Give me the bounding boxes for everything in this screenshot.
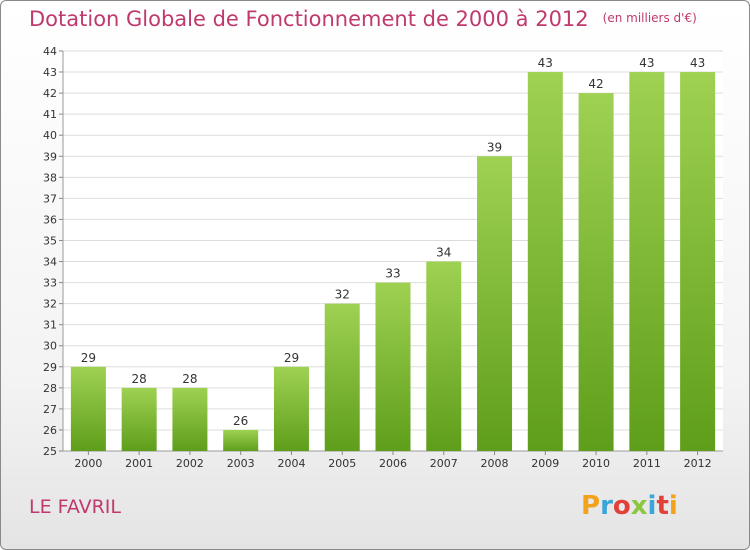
y-tick-label: 35: [43, 234, 57, 247]
logo-letter: i: [647, 491, 657, 521]
data-label-2003: 26: [233, 414, 248, 428]
y-tick-label: 28: [43, 382, 57, 395]
y-tick-label: 29: [43, 361, 57, 374]
data-label-2008: 39: [487, 140, 502, 154]
data-label-2002: 28: [182, 372, 197, 386]
data-label-2005: 32: [335, 288, 350, 302]
bar-2002: [172, 387, 208, 451]
y-tick-label: 26: [43, 424, 57, 437]
proxiti-logo[interactable]: Proxiti: [581, 491, 678, 521]
bar-2008: [477, 156, 513, 451]
data-label-2006: 33: [385, 267, 400, 281]
bar-2005: [324, 303, 360, 451]
y-tick-label: 30: [43, 340, 57, 353]
logo-letter: x: [630, 491, 648, 521]
logo-letter: P: [581, 491, 601, 521]
x-tick-label-2003: 2003: [227, 457, 255, 470]
logo-letter: i: [668, 491, 678, 521]
y-tick-label: 39: [43, 150, 57, 163]
data-label-2004: 29: [284, 351, 299, 365]
y-tick-label: 33: [43, 277, 57, 290]
data-label-2009: 43: [538, 56, 553, 70]
chart-title: Dotation Globale de Fonctionnement de 20…: [29, 7, 697, 31]
data-label-2010: 42: [588, 77, 603, 91]
data-label-2007: 34: [436, 246, 451, 260]
y-tick-label: 44: [43, 45, 57, 58]
y-tick-label: 41: [43, 108, 57, 121]
commune-name: LE FAVRIL: [29, 496, 121, 518]
data-label-2012: 43: [690, 56, 705, 70]
data-label-2001: 28: [132, 372, 147, 386]
data-label-2011: 43: [639, 56, 654, 70]
data-label-2000: 29: [81, 351, 96, 365]
y-tick-label: 37: [43, 192, 57, 205]
chart-unit: (en milliers d'€): [602, 11, 697, 25]
x-tick-label-2000: 2000: [74, 457, 102, 470]
x-tick-label-2008: 2008: [481, 457, 509, 470]
labels: 29 28 28 26 29 32 33 34 39 43 42 43 43: [81, 56, 706, 428]
bar-2011: [629, 72, 665, 451]
y-tick-label: 42: [43, 87, 57, 100]
y-tick-label: 40: [43, 129, 57, 142]
logo-letter: r: [600, 491, 613, 521]
x-tick-label-2007: 2007: [430, 457, 458, 470]
logo-letter: t: [656, 491, 669, 521]
x-tick-label-2002: 2002: [176, 457, 204, 470]
bar-2001: [121, 387, 157, 451]
x-tick-label-2009: 2009: [531, 457, 559, 470]
x-tick-label-2001: 2001: [125, 457, 153, 470]
x-tick-label-2004: 2004: [277, 457, 305, 470]
y-tick-label: 36: [43, 213, 57, 226]
x-tick-label-2012: 2012: [684, 457, 712, 470]
y-tick-label: 31: [43, 319, 57, 332]
bar-2004: [273, 366, 309, 451]
y-tick-label: 38: [43, 171, 57, 184]
bar-2009: [527, 72, 563, 451]
logo-letter: o: [612, 491, 631, 521]
y-tick-label: 43: [43, 66, 57, 79]
bar-2012: [680, 72, 716, 451]
x-tick-label-2010: 2010: [582, 457, 610, 470]
x-tick-label-2005: 2005: [328, 457, 356, 470]
y-tick-label: 34: [43, 256, 57, 269]
bar-2010: [578, 93, 614, 452]
bar-2006: [375, 282, 411, 451]
y-tick-label: 27: [43, 403, 57, 416]
x-tick-label-2011: 2011: [633, 457, 661, 470]
bar-2007: [426, 261, 462, 451]
y-tick-label: 32: [43, 298, 57, 311]
bars: [70, 72, 716, 452]
bar-2003: [223, 429, 259, 451]
x-tick-label-2006: 2006: [379, 457, 407, 470]
bar-2000: [70, 366, 106, 451]
chart-title-text: Dotation Globale de Fonctionnement de 20…: [29, 7, 589, 31]
y-tick-label: 25: [43, 445, 57, 458]
